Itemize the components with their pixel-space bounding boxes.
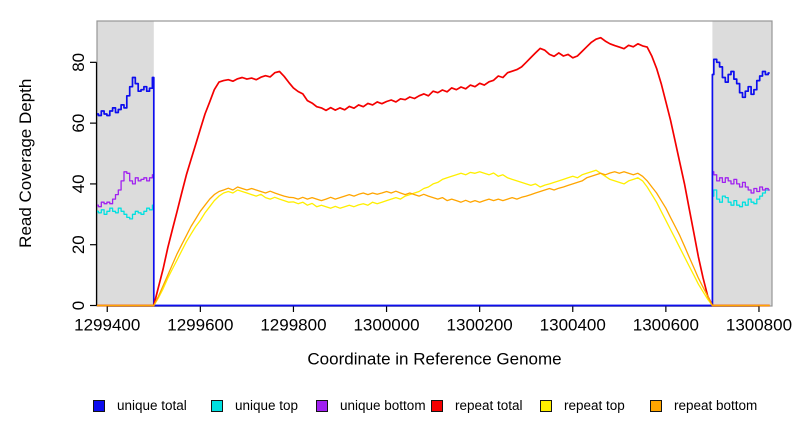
- series-line-unique-total: [97, 58, 770, 307]
- legend-label: unique bottom: [340, 398, 426, 413]
- shaded-region-left-flank: [97, 21, 154, 306]
- x-tick-label: 1300800: [726, 316, 792, 335]
- legend-label: repeat bottom: [674, 398, 758, 413]
- legend-item-unique-top: unique top: [211, 398, 298, 413]
- legend-item-unique-bottom: unique bottom: [316, 398, 426, 413]
- series-line-repeat-bottom: [97, 171, 770, 307]
- legend-swatch-unique-total: [93, 399, 105, 412]
- y-tick-label: 0: [69, 301, 88, 310]
- legend-label: repeat total: [455, 398, 523, 413]
- legend-item-repeat-bottom: repeat bottom: [650, 398, 757, 413]
- legend-swatch-unique-bottom: [316, 399, 328, 412]
- x-tick-label: 1299600: [167, 316, 233, 335]
- coverage-plot: 1299400 1299600 1299800 1300000 1300200 13004…: [16, 20, 792, 369]
- x-tick-label: 1300600: [633, 316, 699, 335]
- legend-swatch-repeat-total: [431, 399, 443, 412]
- x-tick-label: 1300400: [540, 316, 606, 335]
- legend-label: unique total: [117, 398, 187, 413]
- plot-legend: unique total unique top unique bottom repea…: [0, 394, 792, 432]
- series-line-repeat-top: [97, 169, 770, 307]
- legend-item-repeat-total: repeat total: [431, 398, 523, 413]
- legend-label: repeat top: [564, 398, 625, 413]
- x-axis-title: Coordinate in Reference Genome: [307, 350, 561, 369]
- legend-item-repeat-top: repeat top: [540, 398, 625, 413]
- y-tick-label: 20: [69, 235, 88, 254]
- plot-border: [96, 20, 773, 307]
- y-tick-label: 80: [69, 53, 88, 72]
- shaded-region-right-flank: [712, 21, 772, 306]
- legend-swatch-repeat-bottom: [650, 399, 662, 412]
- x-tick-label: 1299800: [260, 316, 326, 335]
- x-tick-label: 1300200: [447, 316, 513, 335]
- legend-swatch-unique-top: [211, 399, 223, 412]
- series-line-unique-top: [97, 189, 770, 307]
- y-tick-label: 40: [69, 174, 88, 193]
- series-line-repeat-total: [97, 36, 770, 307]
- legend-label: unique top: [235, 398, 299, 413]
- x-tick-label: 1299400: [74, 316, 140, 335]
- legend-item-unique-total: unique total: [93, 398, 187, 413]
- series-line-unique-bottom: [97, 171, 770, 307]
- y-axis-title: Read Coverage Depth: [16, 79, 35, 248]
- legend-swatch-repeat-top: [540, 399, 552, 412]
- x-tick-label: 1300000: [353, 316, 419, 335]
- y-tick-label: 60: [69, 114, 88, 133]
